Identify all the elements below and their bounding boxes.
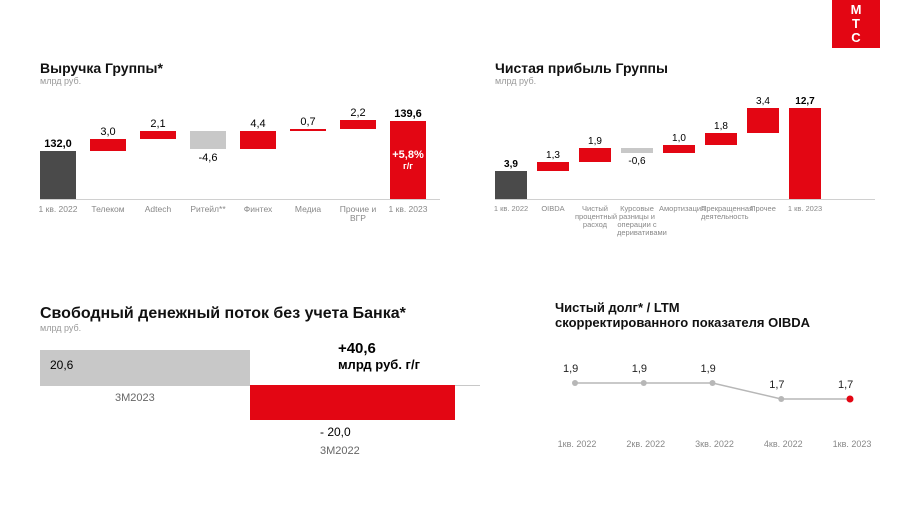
x-label: Прочие и ВГР — [336, 205, 380, 223]
x-label: Чистый процентный расход — [575, 205, 615, 229]
mts-logo: M T C — [832, 0, 880, 48]
bar-value: -0,6 — [617, 156, 657, 167]
waterfall-bar — [190, 131, 226, 149]
chart-title: Чистый долг* / LTM скорректированного по… — [555, 300, 815, 330]
line-marker — [778, 396, 784, 402]
line-marker — [710, 380, 716, 386]
waterfall-bar — [537, 162, 569, 171]
waterfall-bar — [240, 131, 276, 149]
x-label: Adtech — [136, 205, 180, 214]
point-value: 1,7 — [838, 379, 853, 391]
period-label: 3М2022 — [320, 445, 360, 457]
netprofit-waterfall: Чистая прибыль Группы млрд руб. 3,91 кв.… — [495, 60, 875, 240]
chart-area-a — [40, 100, 440, 200]
delta-label: +40,6 млрд руб. г/г — [338, 340, 420, 372]
bar-value: 1,3 — [533, 150, 573, 161]
x-label: 1 кв. 2022 — [36, 205, 80, 214]
waterfall-bar — [663, 145, 695, 152]
chart-title: Выручка Группы* — [40, 60, 440, 76]
fcf-bar-prev — [250, 385, 455, 420]
waterfall-bar — [621, 148, 653, 152]
chart-title: Чистая прибыль Группы — [495, 60, 875, 76]
x-label: Амортизация — [659, 205, 699, 213]
x-label: 4кв. 2022 — [753, 440, 813, 449]
bar-value: 0,7 — [286, 116, 330, 128]
bar-value: 2,2 — [336, 107, 380, 119]
revenue-waterfall: Выручка Группы* млрд руб. 132,01 кв. 202… — [40, 60, 440, 240]
x-label: Финтех — [236, 205, 280, 214]
chart-subtitle: млрд руб. — [40, 323, 480, 333]
delta-value: +40,6 — [338, 340, 420, 357]
point-value: 1,9 — [563, 363, 578, 375]
bar-value: 132,0 — [36, 138, 80, 150]
logo-l3: C — [851, 31, 860, 45]
logo-l1: M — [851, 3, 862, 17]
bar-value: 1,8 — [701, 121, 741, 132]
fcf-bars: Свободный денежный поток без учета Банка… — [40, 305, 480, 470]
period-label: 3М2023 — [115, 392, 155, 404]
x-label: 1 кв. 2023 — [785, 205, 825, 213]
line-marker — [572, 380, 578, 386]
x-label: Прекращенная деятельность — [701, 205, 741, 221]
x-label: 1кв. 2022 — [547, 440, 607, 449]
growth-badge: +5,8%г/г — [390, 149, 426, 171]
point-value: 1,7 — [769, 379, 784, 391]
x-label: Ритейл** — [186, 205, 230, 214]
chart-title: Свободный денежный поток без учета Банка… — [40, 305, 480, 323]
x-label: Прочее — [743, 205, 783, 213]
line-marker — [847, 396, 854, 403]
bar-value: 139,6 — [386, 108, 430, 120]
leverage-line: Чистый долг* / LTM скорректированного по… — [555, 300, 870, 465]
waterfall-bar — [340, 120, 376, 129]
logo-l2: T — [852, 17, 860, 31]
x-label: 3кв. 2022 — [685, 440, 745, 449]
bar-value: 20,6 — [50, 358, 73, 372]
bar-value: 1,9 — [575, 136, 615, 147]
x-label: Телеком — [86, 205, 130, 214]
waterfall-bar — [140, 131, 176, 139]
x-label: 1кв. 2023 — [822, 440, 882, 449]
bar-value: 1,0 — [659, 133, 699, 144]
bar-value: 12,7 — [785, 96, 825, 107]
bar-value: 3,9 — [491, 159, 531, 170]
x-label: Медиа — [286, 205, 330, 214]
waterfall-bar — [495, 171, 527, 199]
bar-value: -4,6 — [186, 152, 230, 164]
line-marker — [641, 380, 647, 386]
chart-subtitle: млрд руб. — [40, 76, 440, 86]
chart-subtitle: млрд руб. — [495, 76, 875, 86]
point-value: 1,9 — [632, 363, 647, 375]
point-value: 1,9 — [701, 363, 716, 375]
bar-value: 3,4 — [743, 96, 783, 107]
bar-value: - 20,0 — [320, 425, 351, 439]
waterfall-bar — [789, 108, 821, 199]
waterfall-bar — [747, 108, 779, 132]
bar-value: 3,0 — [86, 126, 130, 138]
waterfall-bar — [579, 148, 611, 162]
bar-value: 2,1 — [136, 118, 180, 130]
x-label: 1 кв. 2023 — [386, 205, 430, 214]
delta-unit: млрд руб. г/г — [338, 357, 420, 372]
bar-value: 4,4 — [236, 118, 280, 130]
waterfall-bar — [90, 139, 126, 151]
x-label: 1 кв. 2022 — [491, 205, 531, 213]
x-label: 2кв. 2022 — [616, 440, 676, 449]
waterfall-bar — [290, 129, 326, 132]
waterfall-bar — [40, 151, 76, 199]
waterfall-bar — [705, 133, 737, 146]
x-label: Курсовые разницы и операции с дериватива… — [617, 205, 657, 237]
x-label: OIBDA — [533, 205, 573, 213]
